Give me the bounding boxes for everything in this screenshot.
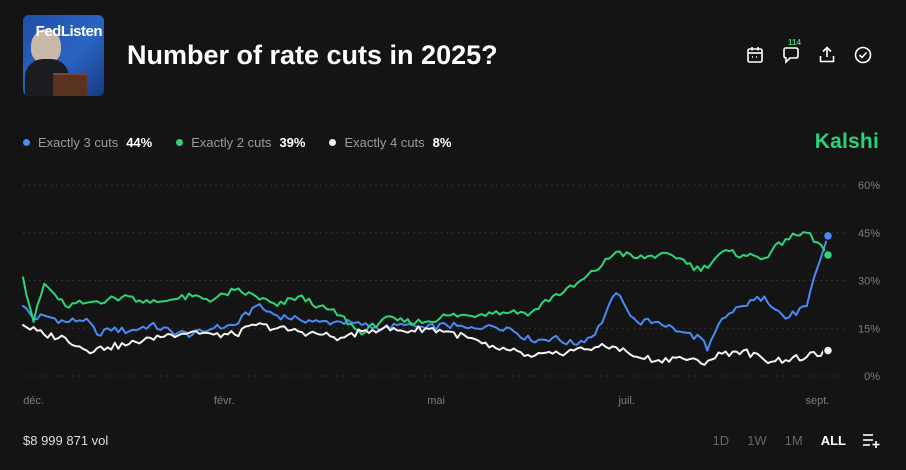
legend-dot [329, 139, 337, 146]
check-circle-icon[interactable] [852, 44, 874, 66]
y-tick-label: 30% [858, 276, 880, 288]
volume-text: $8 999 871 vol [23, 433, 109, 448]
add-to-list-icon[interactable] [862, 432, 880, 448]
page-title: Number of rate cuts in 2025? [127, 40, 498, 70]
series-end-dot [822, 230, 834, 242]
series-line [22, 234, 829, 352]
y-tick-label: 45% [858, 228, 880, 240]
legend-value: 8% [432, 135, 452, 150]
legend-value: 39% [279, 135, 306, 150]
podium [53, 73, 87, 96]
legend-dot [176, 139, 184, 146]
series-line [22, 322, 829, 366]
series-end-dot [822, 249, 834, 261]
x-tick-label: sept. [805, 395, 829, 407]
series-end-dot [822, 345, 834, 356]
comment-count: 114 [788, 38, 801, 47]
range-all[interactable]: ALL [820, 432, 846, 448]
y-tick-label: 60% [858, 180, 880, 192]
speaker-head [31, 29, 61, 63]
comment-icon[interactable] [780, 44, 802, 66]
legend-item-3-cuts[interactable]: Exactly 3 cuts 44% [23, 135, 152, 150]
share-icon[interactable] [816, 44, 838, 66]
legend-item-2-cuts[interactable]: Exactly 2 cuts 39% [176, 135, 305, 150]
kalshi-logo[interactable]: Kalshi [814, 130, 879, 153]
legend-label: Exactly 4 cuts [344, 135, 425, 150]
x-tick-label: déc. [23, 395, 44, 407]
series-line [22, 231, 829, 336]
legend-value: 44% [126, 135, 153, 150]
y-tick-label: 15% [858, 323, 880, 335]
x-tick-label: mai [427, 395, 445, 407]
range-1m[interactable]: 1M [784, 432, 803, 448]
toolbar: 114 [744, 39, 878, 68]
range-1d[interactable]: 1D [712, 432, 730, 448]
legend-label: Exactly 3 cuts [38, 135, 119, 150]
thumbnail-brand-text: FedListen [35, 23, 103, 40]
range-1w[interactable]: 1W [747, 432, 767, 448]
legend-item-4-cuts[interactable]: Exactly 4 cuts 8% [329, 135, 451, 150]
probability-chart[interactable]: 0% 15% 30% 45% 60% déc. févr. mai juil. sept. [0, 170, 906, 415]
x-tick-label: févr. [214, 395, 235, 407]
time-range-selector: 1D 1W 1M ALL [695, 432, 880, 448]
y-tick-label: 0% [864, 371, 880, 383]
legend-dot [23, 139, 30, 146]
chart-legend: Exactly 3 cuts 44% Exactly 2 cuts 39% Ex… [23, 135, 475, 150]
market-thumbnail: FedListen [23, 15, 104, 96]
x-tick-label: juil. [617, 395, 635, 407]
legend-label: Exactly 2 cuts [191, 135, 272, 150]
calendar-icon[interactable] [744, 44, 766, 66]
